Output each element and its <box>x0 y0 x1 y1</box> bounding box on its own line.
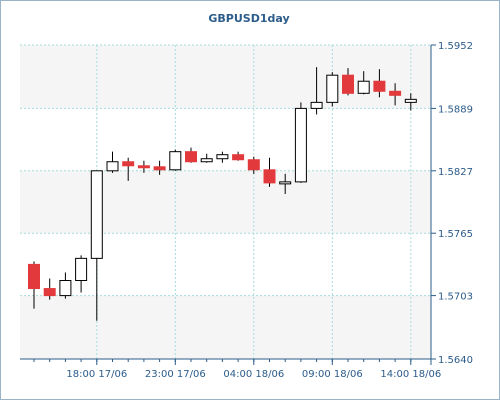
y-tick-label: 1.5952 <box>438 41 473 52</box>
candle-body-down <box>373 80 386 92</box>
x-tick-label: 09:00 18/06 <box>302 369 363 380</box>
grid-band <box>20 170 431 234</box>
x-tick-label: 04:00 18/06 <box>223 369 284 380</box>
candle-body-down <box>247 159 260 171</box>
candle-body-down <box>137 165 150 169</box>
candle-body-up <box>106 161 119 172</box>
candle-body-down <box>153 166 166 171</box>
candle-body-up <box>326 74 339 103</box>
y-tick-label: 1.5889 <box>438 104 473 115</box>
candle-body-down <box>263 169 276 184</box>
candle-body-down <box>185 151 197 163</box>
candle-body-up <box>279 181 292 185</box>
candle-body-up <box>294 107 307 183</box>
candle-body-up <box>59 280 72 297</box>
x-tick-label: 23:00 17/06 <box>145 369 206 380</box>
candle-body-up <box>310 101 323 109</box>
y-tick-label: 1.5765 <box>438 229 473 240</box>
candle-body-up <box>75 257 88 282</box>
x-tick-label: 14:00 18/06 <box>380 369 441 380</box>
candle-body-down <box>342 74 354 94</box>
x-tick-label: 18:00 17/06 <box>66 369 127 380</box>
candle-body-down <box>122 161 135 167</box>
candle-body-up <box>90 170 103 259</box>
candle-body-down <box>43 288 56 297</box>
candle-body-up <box>357 80 370 94</box>
candle-body-up <box>169 151 182 171</box>
y-tick-label: 1.5827 <box>438 167 473 178</box>
candle-body-down <box>389 90 402 96</box>
grid-band <box>20 295 431 359</box>
y-tick-label: 1.5703 <box>438 292 473 303</box>
grid-band <box>20 45 431 109</box>
y-tick-label: 1.5640 <box>438 355 473 366</box>
candle-body-up <box>216 154 229 160</box>
candle-body-up <box>200 158 213 163</box>
candle-body-up <box>404 98 417 103</box>
chart-title: GBPUSD1day <box>208 12 289 25</box>
candle-body-down <box>232 154 245 161</box>
candle-body-down <box>28 263 40 290</box>
